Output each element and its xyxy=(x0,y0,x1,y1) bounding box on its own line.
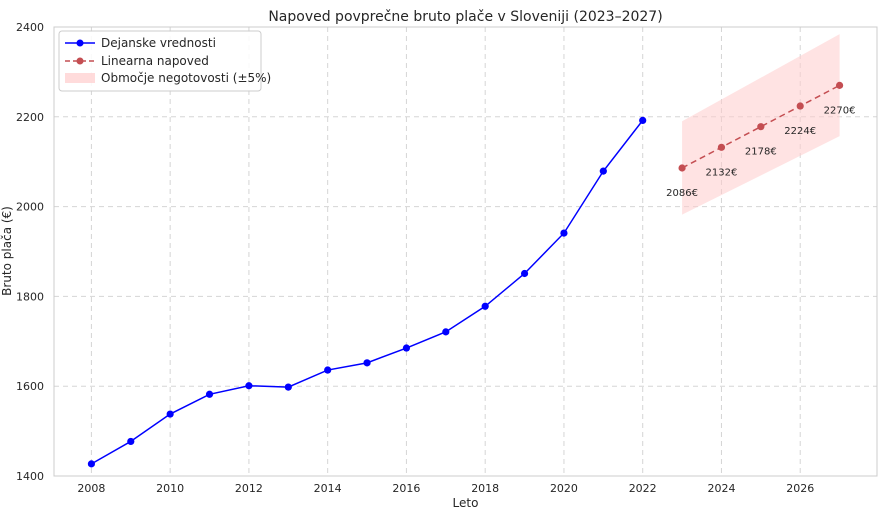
actual-point xyxy=(402,344,411,352)
actual-point xyxy=(639,116,647,124)
y-tick-label: 2400 xyxy=(16,21,44,34)
legend-band-swatch xyxy=(65,73,95,83)
actual-point xyxy=(442,328,450,336)
actual-point xyxy=(87,460,96,468)
forecast-point xyxy=(835,81,844,89)
forecast-value-label: 2270€ xyxy=(824,105,856,116)
x-tick-label: 2014 xyxy=(314,482,342,495)
x-tick-labels: 2008 2010 2012 2014 2016 2018 2020 2022 2024 2026 xyxy=(77,482,814,495)
legend-forecast-marker xyxy=(76,57,84,65)
actual-point xyxy=(205,390,214,398)
actual-point xyxy=(560,229,568,237)
x-tick-label: 2022 xyxy=(629,482,657,495)
actual-point xyxy=(245,382,253,390)
x-tick-label: 2010 xyxy=(156,482,184,495)
forecast-value-label: 2224€ xyxy=(784,126,816,137)
x-tick-label: 2008 xyxy=(77,482,105,495)
y-tick-label: 2000 xyxy=(16,201,44,214)
forecast-point xyxy=(717,143,726,151)
actual-point xyxy=(127,437,135,446)
legend-forecast-label: Linearna napoved xyxy=(101,54,209,68)
legend-actual-marker xyxy=(76,39,84,47)
legend: Dejanske vrednosti Linearna napoved Obmo… xyxy=(58,30,271,92)
y-tick-label: 1800 xyxy=(16,290,44,303)
actual-point xyxy=(166,410,174,418)
actual-point xyxy=(520,269,529,278)
forecast-value-label: 2132€ xyxy=(706,167,738,178)
y-axis-label: Bruto plača (€) xyxy=(0,206,14,296)
series-layer xyxy=(87,81,844,468)
actual-point xyxy=(481,302,489,310)
actual-point xyxy=(284,383,292,391)
y-tick-labels: 1400 1600 1800 2000 2200 2400 xyxy=(16,21,44,483)
labels-layer: 2086€ 2132€ 2178€ 2224€ 2270€ xyxy=(666,105,855,199)
x-axis-label: Leto xyxy=(453,496,479,510)
forecast-value-label: 2086€ xyxy=(666,188,698,199)
forecast-point xyxy=(678,164,686,172)
actual-point xyxy=(324,366,332,374)
chart-title: Napoved povprečne bruto plače v Slovenij… xyxy=(268,9,662,25)
x-tick-label: 2012 xyxy=(235,482,263,495)
forecast-value-label: 2178€ xyxy=(745,147,777,158)
plot-frame xyxy=(53,26,878,477)
legend-band-label: Območje negotovosti (±5%) xyxy=(101,71,271,85)
forecast-point xyxy=(757,123,765,131)
actual-point xyxy=(363,359,371,367)
y-tick-label: 2200 xyxy=(16,111,44,124)
actual-point xyxy=(599,167,607,175)
x-tick-label: 2016 xyxy=(392,482,420,495)
x-tick-label: 2018 xyxy=(471,482,499,495)
x-tick-label: 2024 xyxy=(707,482,735,495)
y-tick-label: 1400 xyxy=(16,470,44,483)
x-tick-label: 2020 xyxy=(550,482,578,495)
x-tick-label: 2026 xyxy=(786,482,814,495)
forecast-point xyxy=(796,102,804,110)
y-tick-label: 1600 xyxy=(16,380,44,393)
legend-box xyxy=(58,30,262,92)
legend-actual-label: Dejanske vrednosti xyxy=(101,36,216,50)
